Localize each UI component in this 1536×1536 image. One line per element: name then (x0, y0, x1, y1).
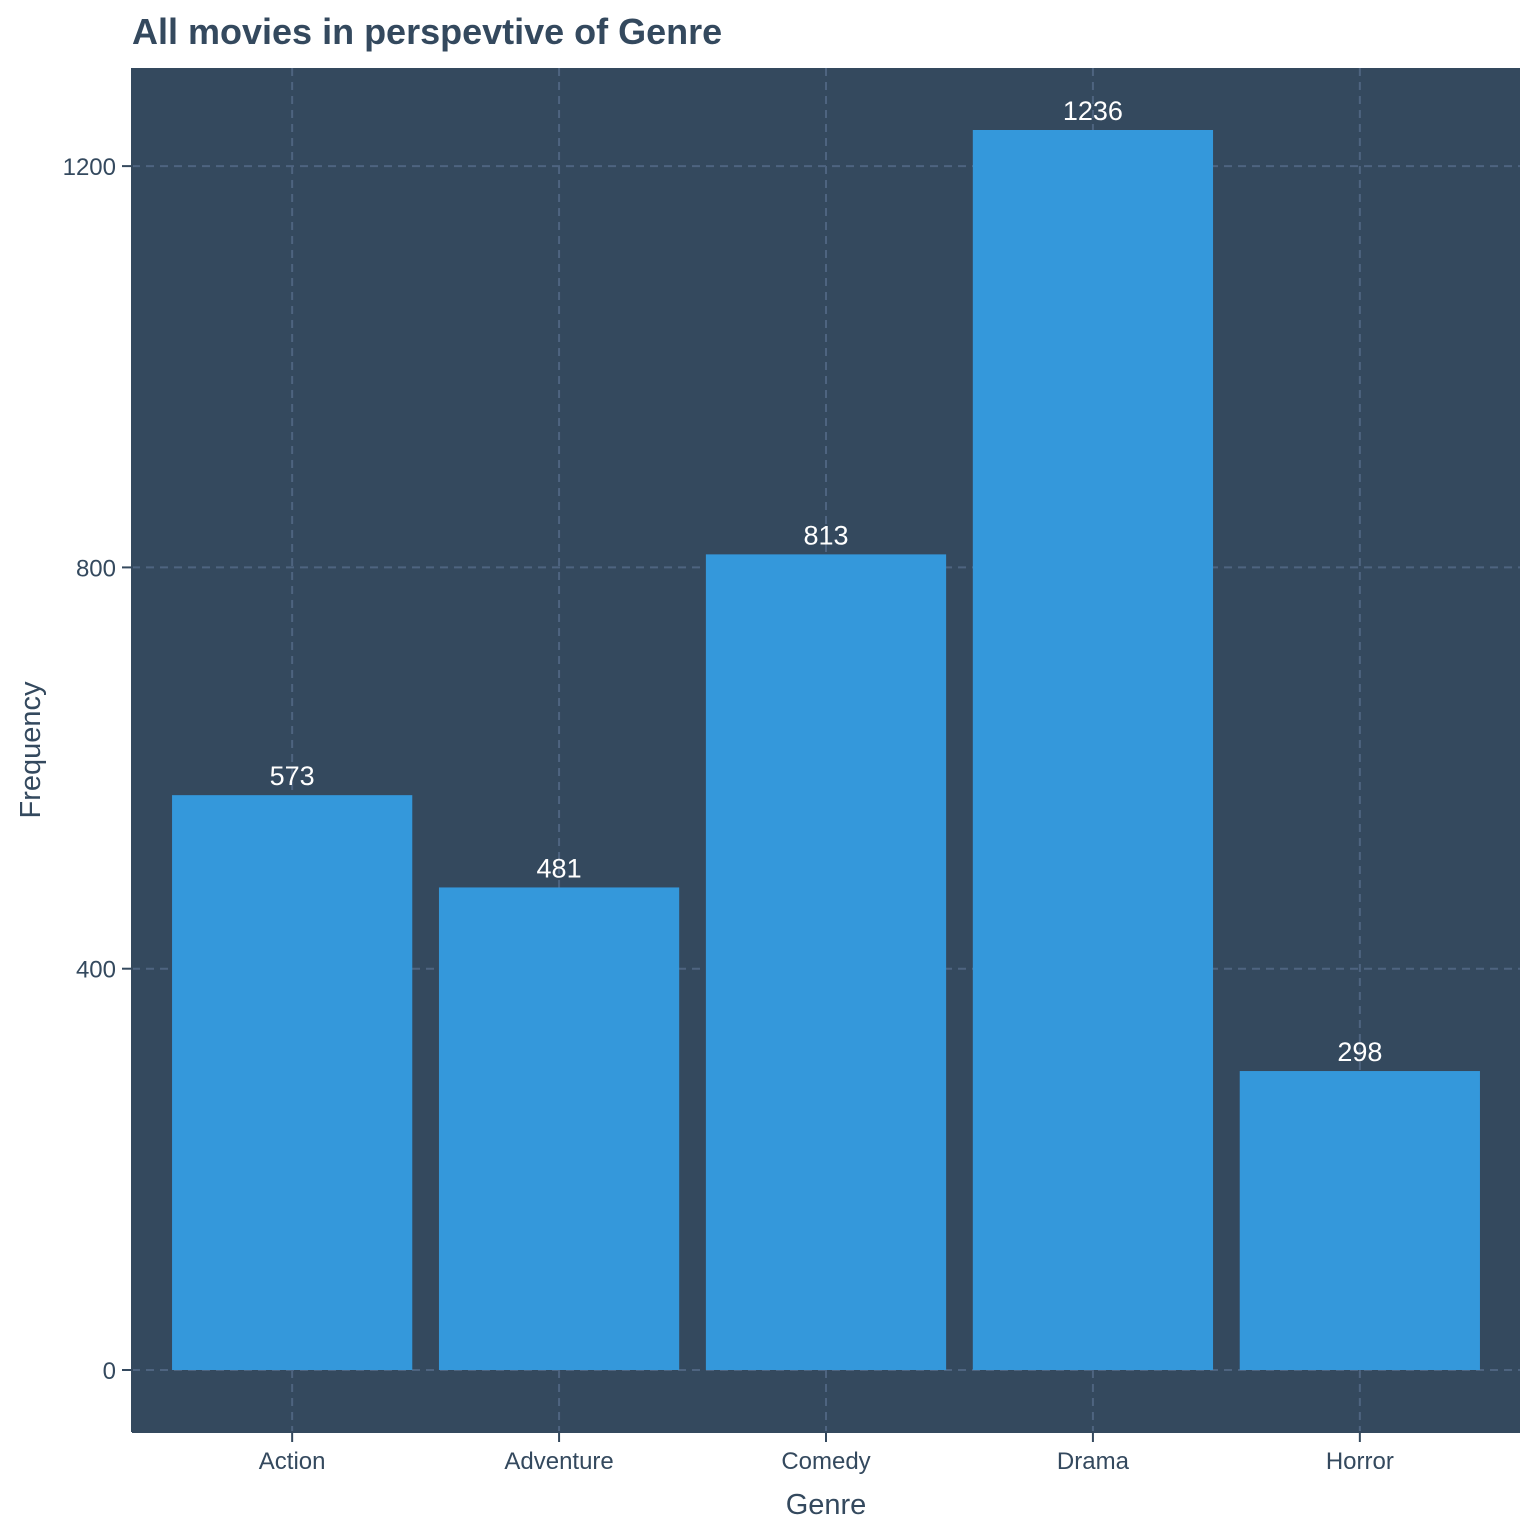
data-label-adventure: 481 (537, 853, 582, 883)
x-axis: Action Adventure Comedy Drama Horror (132, 1431, 1520, 1475)
y-tick-label: 1200 (63, 154, 116, 181)
chart-title: All movies in perspevtive of Genre (132, 11, 722, 52)
bar-action (172, 795, 413, 1370)
data-label-horror: 298 (1337, 1037, 1382, 1067)
y-tick-label: 800 (76, 555, 116, 582)
x-axis-title: Genre (786, 1489, 867, 1521)
y-axis-title: Frequency (15, 681, 47, 819)
data-label-drama: 1236 (1063, 96, 1123, 126)
x-tick-label-comedy: Comedy (781, 1448, 870, 1475)
x-tick-label-horror: Horror (1326, 1448, 1394, 1475)
data-label-action: 573 (270, 761, 315, 791)
bar-adventure (438, 887, 680, 1370)
bars (172, 130, 1480, 1370)
y-axis: 0 400 800 1200 (63, 68, 133, 1432)
bar-horror (1239, 1071, 1480, 1370)
x-tick-label-adventure: Adventure (504, 1448, 613, 1475)
y-tick-label: 0 (103, 1358, 116, 1385)
x-tick-label-action: Action (259, 1448, 326, 1475)
data-label-comedy: 813 (803, 520, 848, 550)
x-tick-label-drama: Drama (1057, 1448, 1130, 1475)
y-tick-label: 400 (76, 957, 116, 984)
bar-drama (972, 130, 1214, 1370)
data-labels: 573 481 813 1236 298 (270, 96, 1383, 1067)
bar-comedy (705, 554, 947, 1370)
